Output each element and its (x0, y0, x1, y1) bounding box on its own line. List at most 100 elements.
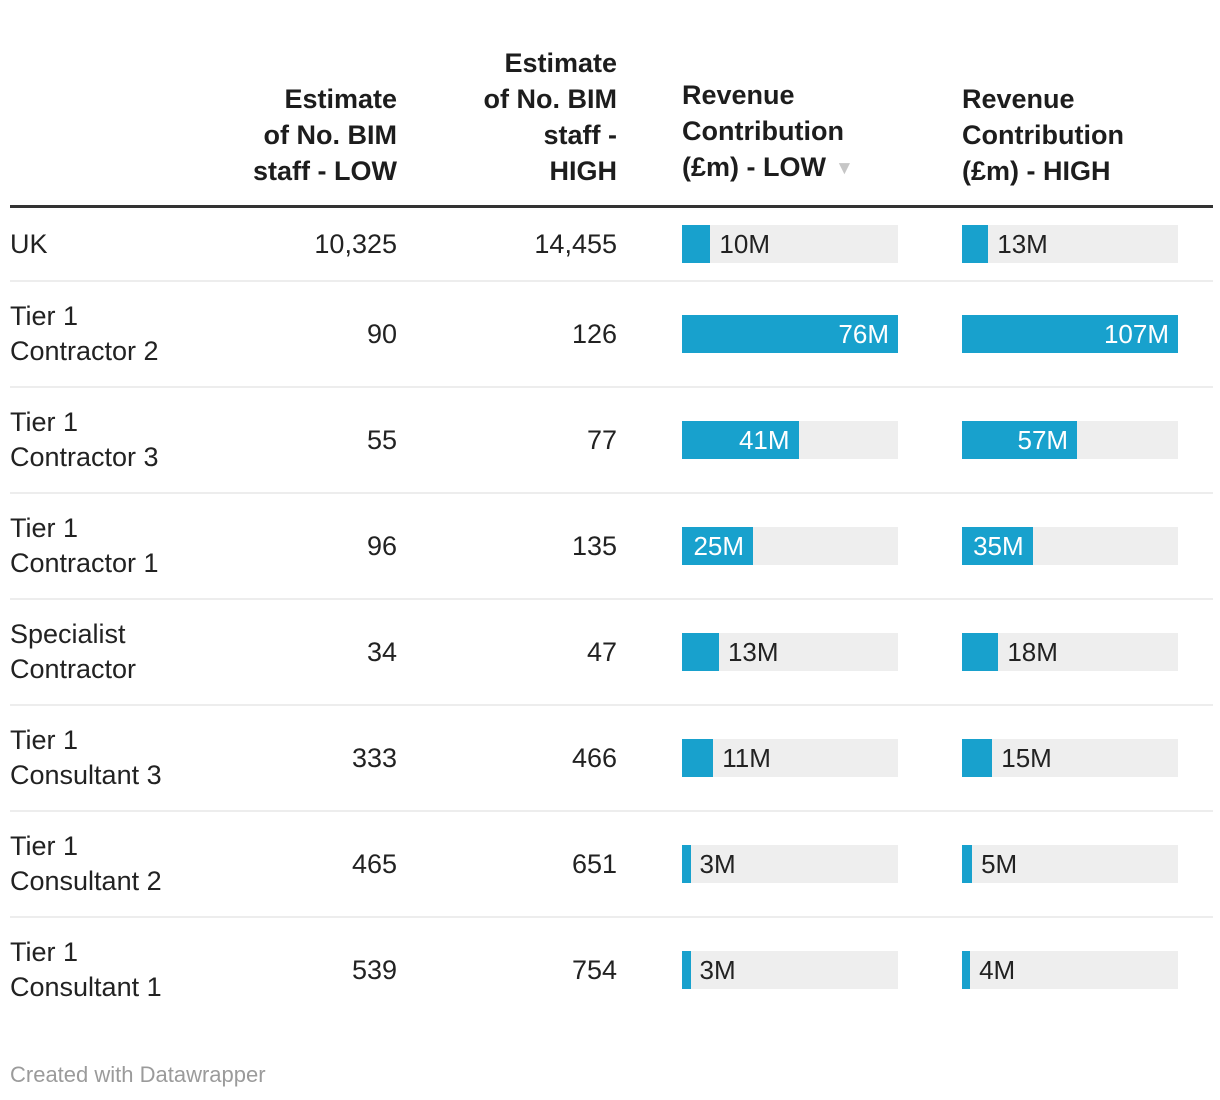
revenue-low-bar-track: 11M (682, 739, 898, 777)
revenue-high-bar-fill (962, 739, 993, 777)
column-header-entity (10, 0, 200, 208)
row-label: Specialist Contractor (10, 598, 200, 705)
revenue-low-bar-value-label: 13M (727, 637, 779, 667)
revenue-low-bar-value-label: 41M (738, 425, 790, 455)
column-header-text: Revenue Contribution (£m) - LOW (682, 80, 844, 182)
staff-high-value: 14,455 (534, 228, 617, 259)
staff-low-value: 333 (200, 704, 397, 811)
staff-high-value: 135 (397, 492, 617, 599)
revenue-low-bar-cell: 11M (617, 704, 898, 811)
table-row: Tier 1 Consultant 1 539 754 3M 4M (10, 916, 1213, 1022)
revenue-high-bar-fill: 107M (962, 315, 1178, 353)
staff-low-value: 96 (200, 492, 397, 599)
revenue-low-bar-cell: 76M (617, 280, 898, 387)
revenue-low-bar-fill (682, 633, 719, 671)
staff-low-value: 465 (200, 810, 397, 917)
revenue-high-bar-track: 35M (962, 527, 1178, 565)
revenue-low-bar-fill (682, 951, 691, 989)
revenue-high-bar-value-label: 5M (981, 849, 1018, 879)
revenue-low-bar-fill (682, 739, 714, 777)
staff-high-value: 47 (397, 598, 617, 705)
revenue-low-bar-cell: 3M (617, 916, 898, 1022)
revenue-high-bar-fill (962, 845, 973, 883)
revenue-low-bar-value-label: 25M (693, 531, 745, 561)
revenue-high-bar-cell: 4M (898, 916, 1213, 1022)
revenue-high-bar-track: 13M (962, 225, 1178, 263)
revenue-high-bar-cell: 18M (898, 598, 1213, 705)
revenue-high-bar-value-label: 35M (973, 531, 1024, 561)
staff-high-value: 651 (397, 810, 617, 917)
revenue-low-bar-cell: 3M (617, 810, 898, 917)
staff-low-value: 10,325 (314, 228, 397, 259)
revenue-low-bar-track: 25M (682, 527, 898, 565)
revenue-high-bar-value-label: 13M (997, 229, 1048, 259)
revenue-low-bar-value-label: 3M (699, 849, 736, 879)
row-label: Tier 1 Consultant 3 (10, 704, 200, 811)
revenue-low-bar-fill (682, 845, 691, 883)
revenue-high-bar-cell: 5M (898, 810, 1213, 917)
revenue-high-bar-track: 4M (962, 951, 1178, 989)
row-label: Tier 1 Contractor 2 (10, 280, 200, 387)
revenue-low-bar-track: 10M (682, 225, 898, 263)
column-header-staff-high[interactable]: Estimate of No. BIM staff - HIGH (397, 0, 617, 208)
table-row: Tier 1 Contractor 2 90 126 76M 107M (10, 280, 1213, 387)
table-header: Estimate of No. BIM staff - LOW Estimate… (10, 0, 1213, 208)
revenue-high-bar-value-label: 15M (1001, 743, 1052, 773)
revenue-high-bar-fill (962, 951, 971, 989)
revenue-high-bar-value-label: 4M (979, 955, 1016, 985)
revenue-low-bar-fill: 25M (682, 527, 754, 565)
staff-low-value: 55 (200, 386, 397, 493)
revenue-high-bar-cell: 57M (898, 386, 1213, 493)
staff-low-value: 539 (200, 916, 397, 1022)
revenue-high-bar-value-label: 18M (1007, 637, 1058, 667)
revenue-high-bar-track: 15M (962, 739, 1178, 777)
revenue-low-bar-fill: 41M (682, 421, 799, 459)
revenue-low-bar-track: 13M (682, 633, 898, 671)
revenue-high-bar-track: 107M (962, 315, 1178, 353)
revenue-low-bar-fill: 76M (682, 315, 898, 353)
revenue-high-bar-value-label: 57M (1017, 425, 1069, 455)
column-header-revenue-low[interactable]: Revenue Contribution (£m) - LOW ▼ (617, 0, 898, 208)
column-header-text: Revenue Contribution (£m) - HIGH (962, 84, 1124, 186)
data-table: Estimate of No. BIM staff - LOW Estimate… (10, 0, 1213, 1022)
table-row: UK 10,325 14,455 10M 13M (10, 207, 1213, 282)
header-row: Estimate of No. BIM staff - LOW Estimate… (10, 0, 1213, 208)
revenue-low-bar-value-label: 76M (838, 319, 889, 349)
staff-high-value: 77 (397, 386, 617, 493)
revenue-high-bar-track: 18M (962, 633, 1178, 671)
column-header-text: Estimate of No. BIM staff - HIGH (483, 48, 617, 186)
datawrapper-credit[interactable]: Created with Datawrapper (10, 1062, 266, 1087)
table-row: Tier 1 Contractor 1 96 135 25M 35M (10, 492, 1213, 599)
revenue-high-bar-cell: 107M (898, 280, 1213, 387)
staff-high-value: 466 (397, 704, 617, 811)
revenue-high-bar-fill: 35M (962, 527, 1033, 565)
table-row: Tier 1 Consultant 3 333 466 11M 15M (10, 704, 1213, 811)
revenue-high-bar-fill (962, 633, 999, 671)
column-header-staff-low[interactable]: Estimate of No. BIM staff - LOW (200, 0, 397, 208)
revenue-high-bar-fill (962, 225, 989, 263)
revenue-low-bar-track: 41M (682, 421, 898, 459)
revenue-low-bar-cell: 10M (617, 207, 898, 282)
revenue-low-bar-value-label: 11M (722, 743, 771, 773)
revenue-low-bar-cell: 41M (617, 386, 898, 493)
staff-high-value: 754 (397, 916, 617, 1022)
revenue-high-bar-track: 57M (962, 421, 1178, 459)
revenue-low-bar-track: 76M (682, 315, 898, 353)
revenue-low-bar-value-label: 10M (719, 229, 770, 259)
table-row: Tier 1 Contractor 3 55 77 41M 57M (10, 386, 1213, 493)
revenue-low-bar-cell: 25M (617, 492, 898, 599)
row-label: Tier 1 Consultant 1 (10, 916, 200, 1022)
revenue-high-bar-value-label: 107M (1103, 319, 1169, 349)
row-label: Tier 1 Contractor 3 (10, 386, 200, 493)
revenue-high-bar-cell: 15M (898, 704, 1213, 811)
revenue-low-bar-fill (682, 225, 711, 263)
column-header-revenue-high[interactable]: Revenue Contribution (£m) - HIGH (898, 0, 1213, 208)
revenue-low-bar-value-label: 3M (699, 955, 736, 985)
row-label: Tier 1 Consultant 2 (10, 810, 200, 917)
revenue-low-bar-track: 3M (682, 845, 898, 883)
revenue-high-bar-fill: 57M (962, 421, 1078, 459)
revenue-high-bar-track: 5M (962, 845, 1178, 883)
staff-low-value: 90 (200, 280, 397, 387)
